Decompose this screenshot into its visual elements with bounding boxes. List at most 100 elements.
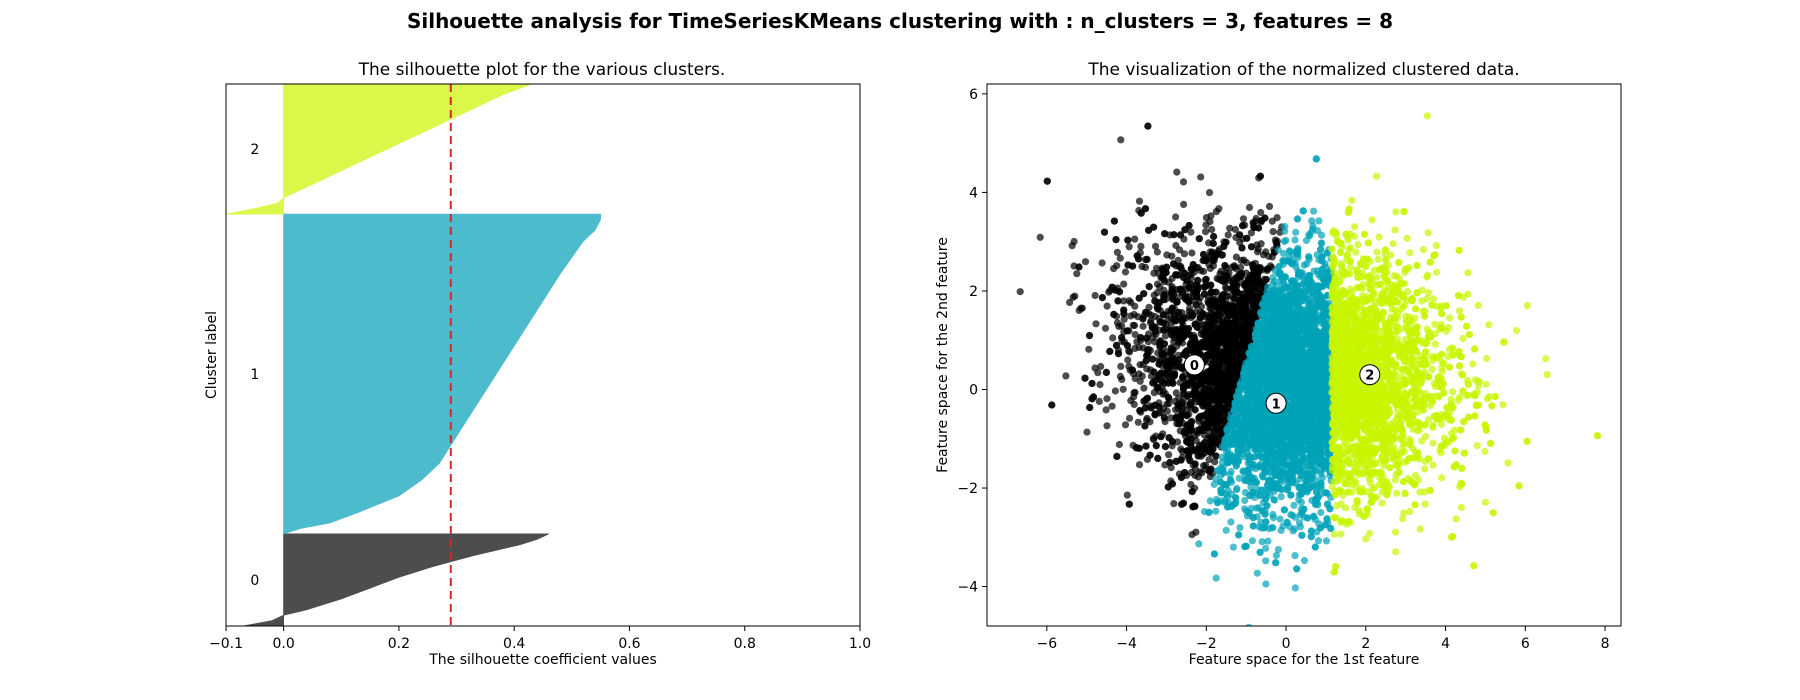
scatter-point (1280, 237, 1288, 246)
scatter-point (1188, 249, 1196, 257)
scatter-point (1155, 360, 1163, 368)
scatter-point (1289, 527, 1297, 535)
scatter-point (1151, 242, 1160, 250)
scatter-point (1200, 290, 1209, 298)
scatter-point (1223, 370, 1231, 378)
scatter-point (1177, 473, 1185, 481)
scatter-point (1156, 342, 1164, 351)
scatter-point (1203, 402, 1211, 410)
scatter-point (1153, 280, 1162, 288)
scatter-point (1179, 373, 1187, 381)
scatter-point (1159, 311, 1167, 319)
scatter-point (1123, 491, 1131, 499)
scatter-point (1114, 350, 1123, 358)
scatter-point (1202, 275, 1210, 283)
scatter-point (1119, 385, 1127, 393)
scatter-point (1194, 276, 1202, 284)
scatter-point (1117, 136, 1125, 144)
scatter-point (1069, 293, 1077, 301)
scatter-point (1208, 378, 1216, 386)
scatter-point (1229, 543, 1237, 551)
scatter-points (1016, 112, 1602, 626)
scatter-point (1142, 442, 1150, 450)
scatter-point (1242, 259, 1251, 267)
scatter-point (1169, 379, 1177, 387)
scatter-point (1248, 261, 1257, 269)
scatter-point (1140, 384, 1148, 392)
scatter-point (1125, 414, 1134, 422)
scatter-point (1268, 217, 1276, 225)
scatter-point (1265, 202, 1274, 210)
scatter-point (1075, 306, 1083, 314)
scatter-point (1248, 291, 1256, 299)
scatter-point (1206, 264, 1214, 273)
scatter-point (1140, 397, 1148, 405)
scatter-point (1249, 270, 1257, 278)
scatter-point (1269, 228, 1277, 236)
cluster-labels: 012 (250, 142, 259, 589)
scatter-point (1195, 540, 1203, 548)
scatter-point (1180, 390, 1188, 398)
scatter-point (1230, 281, 1238, 289)
scatter-point (1085, 345, 1093, 353)
scatter-point (1211, 458, 1219, 466)
scatter-point (1141, 263, 1150, 271)
scatter-point (1153, 248, 1161, 256)
scatter-point (1147, 311, 1155, 319)
scatter-point (1168, 480, 1176, 488)
scatter-point (1209, 405, 1217, 413)
scatter-point (1128, 366, 1137, 374)
scatter-point (1108, 402, 1116, 410)
scatter-point (1247, 229, 1255, 237)
silhouette-plot: The silhouette plot for the various clus… (204, 60, 871, 668)
scatter-point (1174, 438, 1182, 446)
scatter-point (1212, 507, 1220, 515)
scatter-point (1142, 308, 1150, 316)
scatter-point (1097, 362, 1105, 371)
scatter-point (1110, 310, 1118, 318)
scatter-point (1123, 327, 1131, 335)
scatter-point (1103, 395, 1111, 403)
scatter-point (1146, 451, 1154, 459)
scatter-point (1210, 232, 1218, 241)
scatter-point (1098, 294, 1106, 302)
scatter-point (1209, 342, 1218, 350)
scatter-point (1129, 441, 1137, 449)
scatter-point (1216, 339, 1225, 347)
scatter-point (1073, 270, 1081, 278)
scatter-point (1113, 248, 1121, 256)
scatter-point (1016, 288, 1024, 296)
scatter-point (1257, 208, 1265, 217)
scatter-point (1098, 259, 1106, 267)
scatter-point (1161, 443, 1169, 451)
scatter-point (1210, 415, 1218, 423)
scatter-point (1187, 228, 1195, 236)
scatter-point (1173, 168, 1181, 176)
scatter-point (1248, 537, 1256, 545)
scatter-point (1231, 263, 1239, 271)
scatter-point (1123, 342, 1132, 350)
scatter-point (1245, 203, 1254, 212)
scatter-point (1131, 302, 1139, 310)
scatter-point (1258, 217, 1266, 225)
scatter-point (1169, 260, 1178, 268)
scatter-point (1083, 428, 1091, 436)
silhouette-cluster-1 (283, 213, 601, 535)
scatter-point (1213, 274, 1221, 283)
scatter-point (1220, 242, 1228, 250)
silhouette-x-tick-label: 0.2 (388, 636, 410, 652)
scatter-point (1213, 353, 1222, 362)
scatter-point (1111, 387, 1119, 395)
scatter-point (1277, 526, 1285, 535)
scatter-point (1262, 248, 1270, 256)
silhouette-cluster-0 (243, 533, 549, 627)
scatter-point (1124, 236, 1132, 244)
scatter-point (1187, 480, 1195, 489)
scatter-point (1276, 515, 1284, 523)
scatter-point (1188, 488, 1196, 496)
scatter-point (1227, 518, 1235, 526)
scatter-point (1139, 322, 1147, 330)
scatter-point (1075, 263, 1083, 271)
scatter-point (1212, 302, 1220, 311)
scatter-point (1238, 244, 1246, 252)
